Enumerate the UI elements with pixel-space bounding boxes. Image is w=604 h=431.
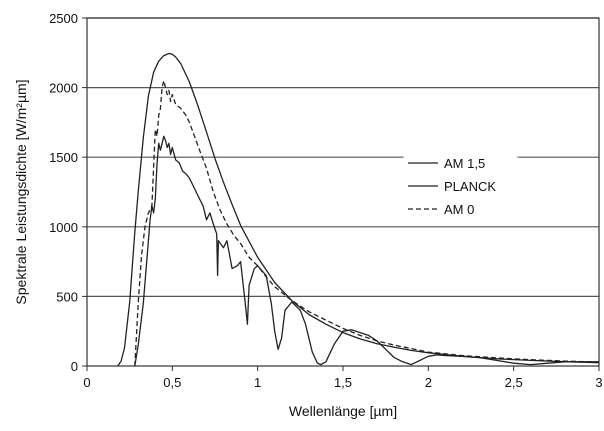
x-tick-label-5: 2,5 xyxy=(505,375,523,390)
legend-label-2: AM 0 xyxy=(444,202,474,217)
series-line-am-0 xyxy=(134,79,600,367)
legend-label-0: AM 1,5 xyxy=(444,156,485,171)
x-axis-title: Wellenlänge [µm] xyxy=(289,403,397,419)
y-tick-label-0: 0 xyxy=(71,359,78,374)
axes-layer: 0 500 1000 1500 2000 2500 0 0,5 1 1,5 2 2,5 3 xyxy=(49,11,603,390)
y-tick-label-2: 1000 xyxy=(49,220,78,235)
x-tick-label-1: 0,5 xyxy=(163,375,181,390)
x-tick-label-0: 0 xyxy=(83,375,90,390)
x-tick-label-3: 1,5 xyxy=(334,375,352,390)
y-tick-label-3: 1500 xyxy=(49,150,78,165)
grid-layer xyxy=(87,17,599,297)
series-line-planck xyxy=(117,52,600,367)
x-tick-label-2: 1 xyxy=(254,375,261,390)
plot-frame xyxy=(86,17,600,367)
x-tick-label-4: 2 xyxy=(425,375,432,390)
legend: AM 1,5 PLANCK AM 0 xyxy=(403,145,518,223)
y-axis-title: Spektrale Leistungsdichte [W/m²µm] xyxy=(13,79,29,304)
y-tick-label-1: 500 xyxy=(56,289,78,304)
legend-box xyxy=(403,145,518,223)
legend-label-1: PLANCK xyxy=(444,179,496,194)
y-tick-label-4: 2000 xyxy=(49,81,78,96)
x-tick-label-6: 3 xyxy=(595,375,602,390)
y-tick-label-5: 2500 xyxy=(49,11,78,26)
series-layer xyxy=(117,52,600,367)
series-line-am-1-5 xyxy=(134,135,599,367)
